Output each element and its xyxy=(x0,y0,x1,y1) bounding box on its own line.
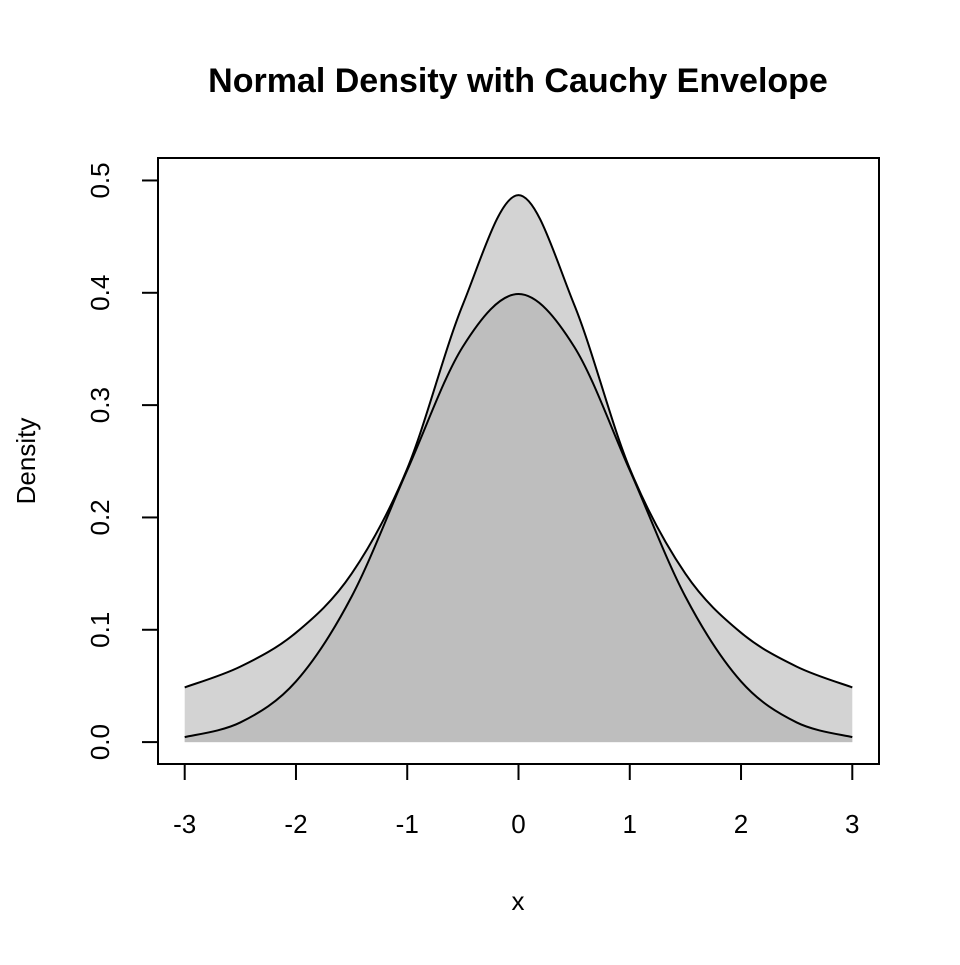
y-tick-label: 0.3 xyxy=(85,387,115,423)
y-tick-label: 0.5 xyxy=(85,162,115,198)
x-axis-label: x xyxy=(512,886,525,916)
y-tick-label: 0.0 xyxy=(85,724,115,760)
chart-title: Normal Density with Cauchy Envelope xyxy=(208,62,828,100)
density-area xyxy=(184,294,853,743)
x-tick-label: -1 xyxy=(396,809,419,839)
y-tick-label: 0.4 xyxy=(85,275,115,311)
x-tick-label: 0 xyxy=(511,809,525,839)
y-axis-label: Density xyxy=(11,418,41,505)
x-tick-label: -3 xyxy=(173,809,196,839)
x-tick-label: 2 xyxy=(734,809,748,839)
x-tick-label: -2 xyxy=(284,809,307,839)
x-tick-label: 3 xyxy=(845,809,859,839)
x-tick-label: 1 xyxy=(623,809,637,839)
y-tick-label: 0.2 xyxy=(85,499,115,535)
envelope-curve xyxy=(184,194,853,689)
density-curve xyxy=(184,293,853,739)
y-tick-label: 0.1 xyxy=(85,612,115,648)
